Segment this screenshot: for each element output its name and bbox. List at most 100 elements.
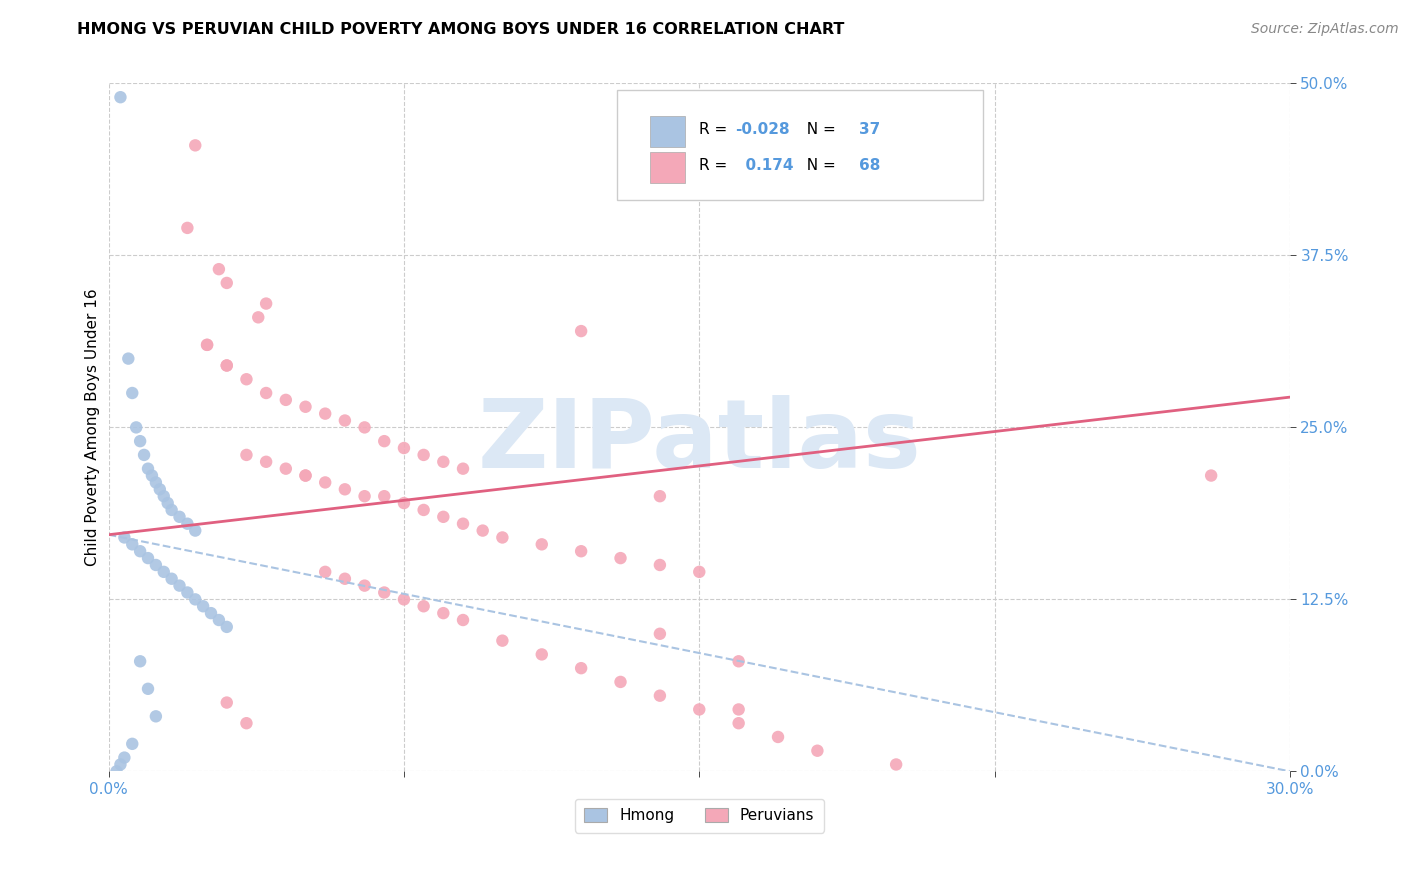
Point (451, 461, 474, 475)
Point (412, 503, 434, 517)
Text: N =: N = (797, 159, 841, 173)
Point (353, 579, 375, 593)
Point (215, 620, 238, 634)
Point (333, 572, 356, 586)
Point (136, 461, 159, 475)
Point (314, 565, 336, 579)
Point (412, 448, 434, 462)
Point (274, 392, 297, 407)
Point (727, 702, 749, 716)
Point (392, 496, 415, 510)
Point (392, 592, 415, 607)
Point (314, 475, 336, 490)
Point (176, 220, 198, 235)
Point (530, 537, 553, 551)
Point (471, 524, 494, 538)
Point (451, 516, 474, 531)
Point (806, 744, 828, 758)
Text: 0.174: 0.174 (735, 159, 793, 173)
Point (129, 654, 152, 668)
Point (169, 509, 191, 524)
Legend: Hmong, Peruvians: Hmong, Peruvians (575, 799, 824, 832)
FancyBboxPatch shape (617, 90, 983, 201)
Point (353, 420, 375, 434)
Point (609, 551, 631, 566)
Point (195, 338, 218, 352)
Y-axis label: Child Poverty Among Boys Under 16: Child Poverty Among Boys Under 16 (86, 289, 100, 566)
Point (392, 441, 415, 455)
Point (184, 524, 207, 538)
Point (451, 613, 474, 627)
Point (145, 558, 167, 572)
Point (121, 737, 143, 751)
Point (648, 489, 671, 503)
Point (688, 702, 710, 716)
Point (215, 359, 238, 373)
Point (648, 689, 671, 703)
Point (215, 359, 238, 373)
Point (569, 544, 592, 558)
Point (184, 138, 207, 153)
Point (373, 585, 395, 599)
Text: -0.028: -0.028 (735, 122, 789, 137)
Point (235, 716, 257, 731)
Point (648, 558, 671, 572)
Point (121, 386, 143, 401)
Point (169, 579, 191, 593)
Point (333, 483, 356, 497)
Point (117, 351, 139, 366)
Point (294, 468, 316, 483)
Point (432, 455, 454, 469)
Point (129, 544, 152, 558)
Text: R =: R = (699, 159, 733, 173)
FancyBboxPatch shape (650, 116, 685, 146)
Point (125, 420, 148, 434)
Point (215, 696, 238, 710)
Point (176, 516, 198, 531)
Point (160, 503, 183, 517)
Point (373, 489, 395, 503)
Text: Source: ZipAtlas.com: Source: ZipAtlas.com (1251, 22, 1399, 37)
Point (569, 324, 592, 338)
Point (215, 276, 238, 290)
Point (1199, 468, 1222, 483)
Text: HMONG VS PERUVIAN CHILD POVERTY AMONG BOYS UNDER 16 CORRELATION CHART: HMONG VS PERUVIAN CHILD POVERTY AMONG BO… (77, 22, 845, 37)
Point (208, 613, 231, 627)
Point (569, 661, 592, 675)
Point (530, 648, 553, 662)
Point (184, 592, 207, 607)
Point (294, 468, 316, 483)
Point (491, 531, 513, 545)
Point (200, 606, 222, 620)
Point (373, 434, 395, 449)
Point (274, 461, 297, 475)
Point (160, 572, 183, 586)
Point (648, 627, 671, 641)
Point (727, 716, 749, 731)
Point (254, 296, 277, 310)
Point (247, 310, 270, 325)
Point (112, 750, 135, 764)
Point (235, 372, 257, 386)
Point (152, 565, 174, 579)
Point (254, 455, 277, 469)
Point (110, 757, 132, 772)
Point (195, 338, 218, 352)
Point (105, 764, 128, 779)
Point (766, 730, 789, 744)
Point (491, 633, 513, 648)
Point (353, 489, 375, 503)
Point (112, 531, 135, 545)
Point (132, 448, 155, 462)
Point (333, 413, 356, 427)
Text: 68: 68 (859, 159, 880, 173)
Point (129, 434, 152, 449)
Point (110, 90, 132, 104)
FancyBboxPatch shape (650, 153, 685, 183)
Point (432, 509, 454, 524)
Point (149, 483, 172, 497)
Text: 37: 37 (859, 122, 880, 137)
Point (145, 475, 167, 490)
Point (432, 606, 454, 620)
Text: N =: N = (797, 122, 841, 137)
